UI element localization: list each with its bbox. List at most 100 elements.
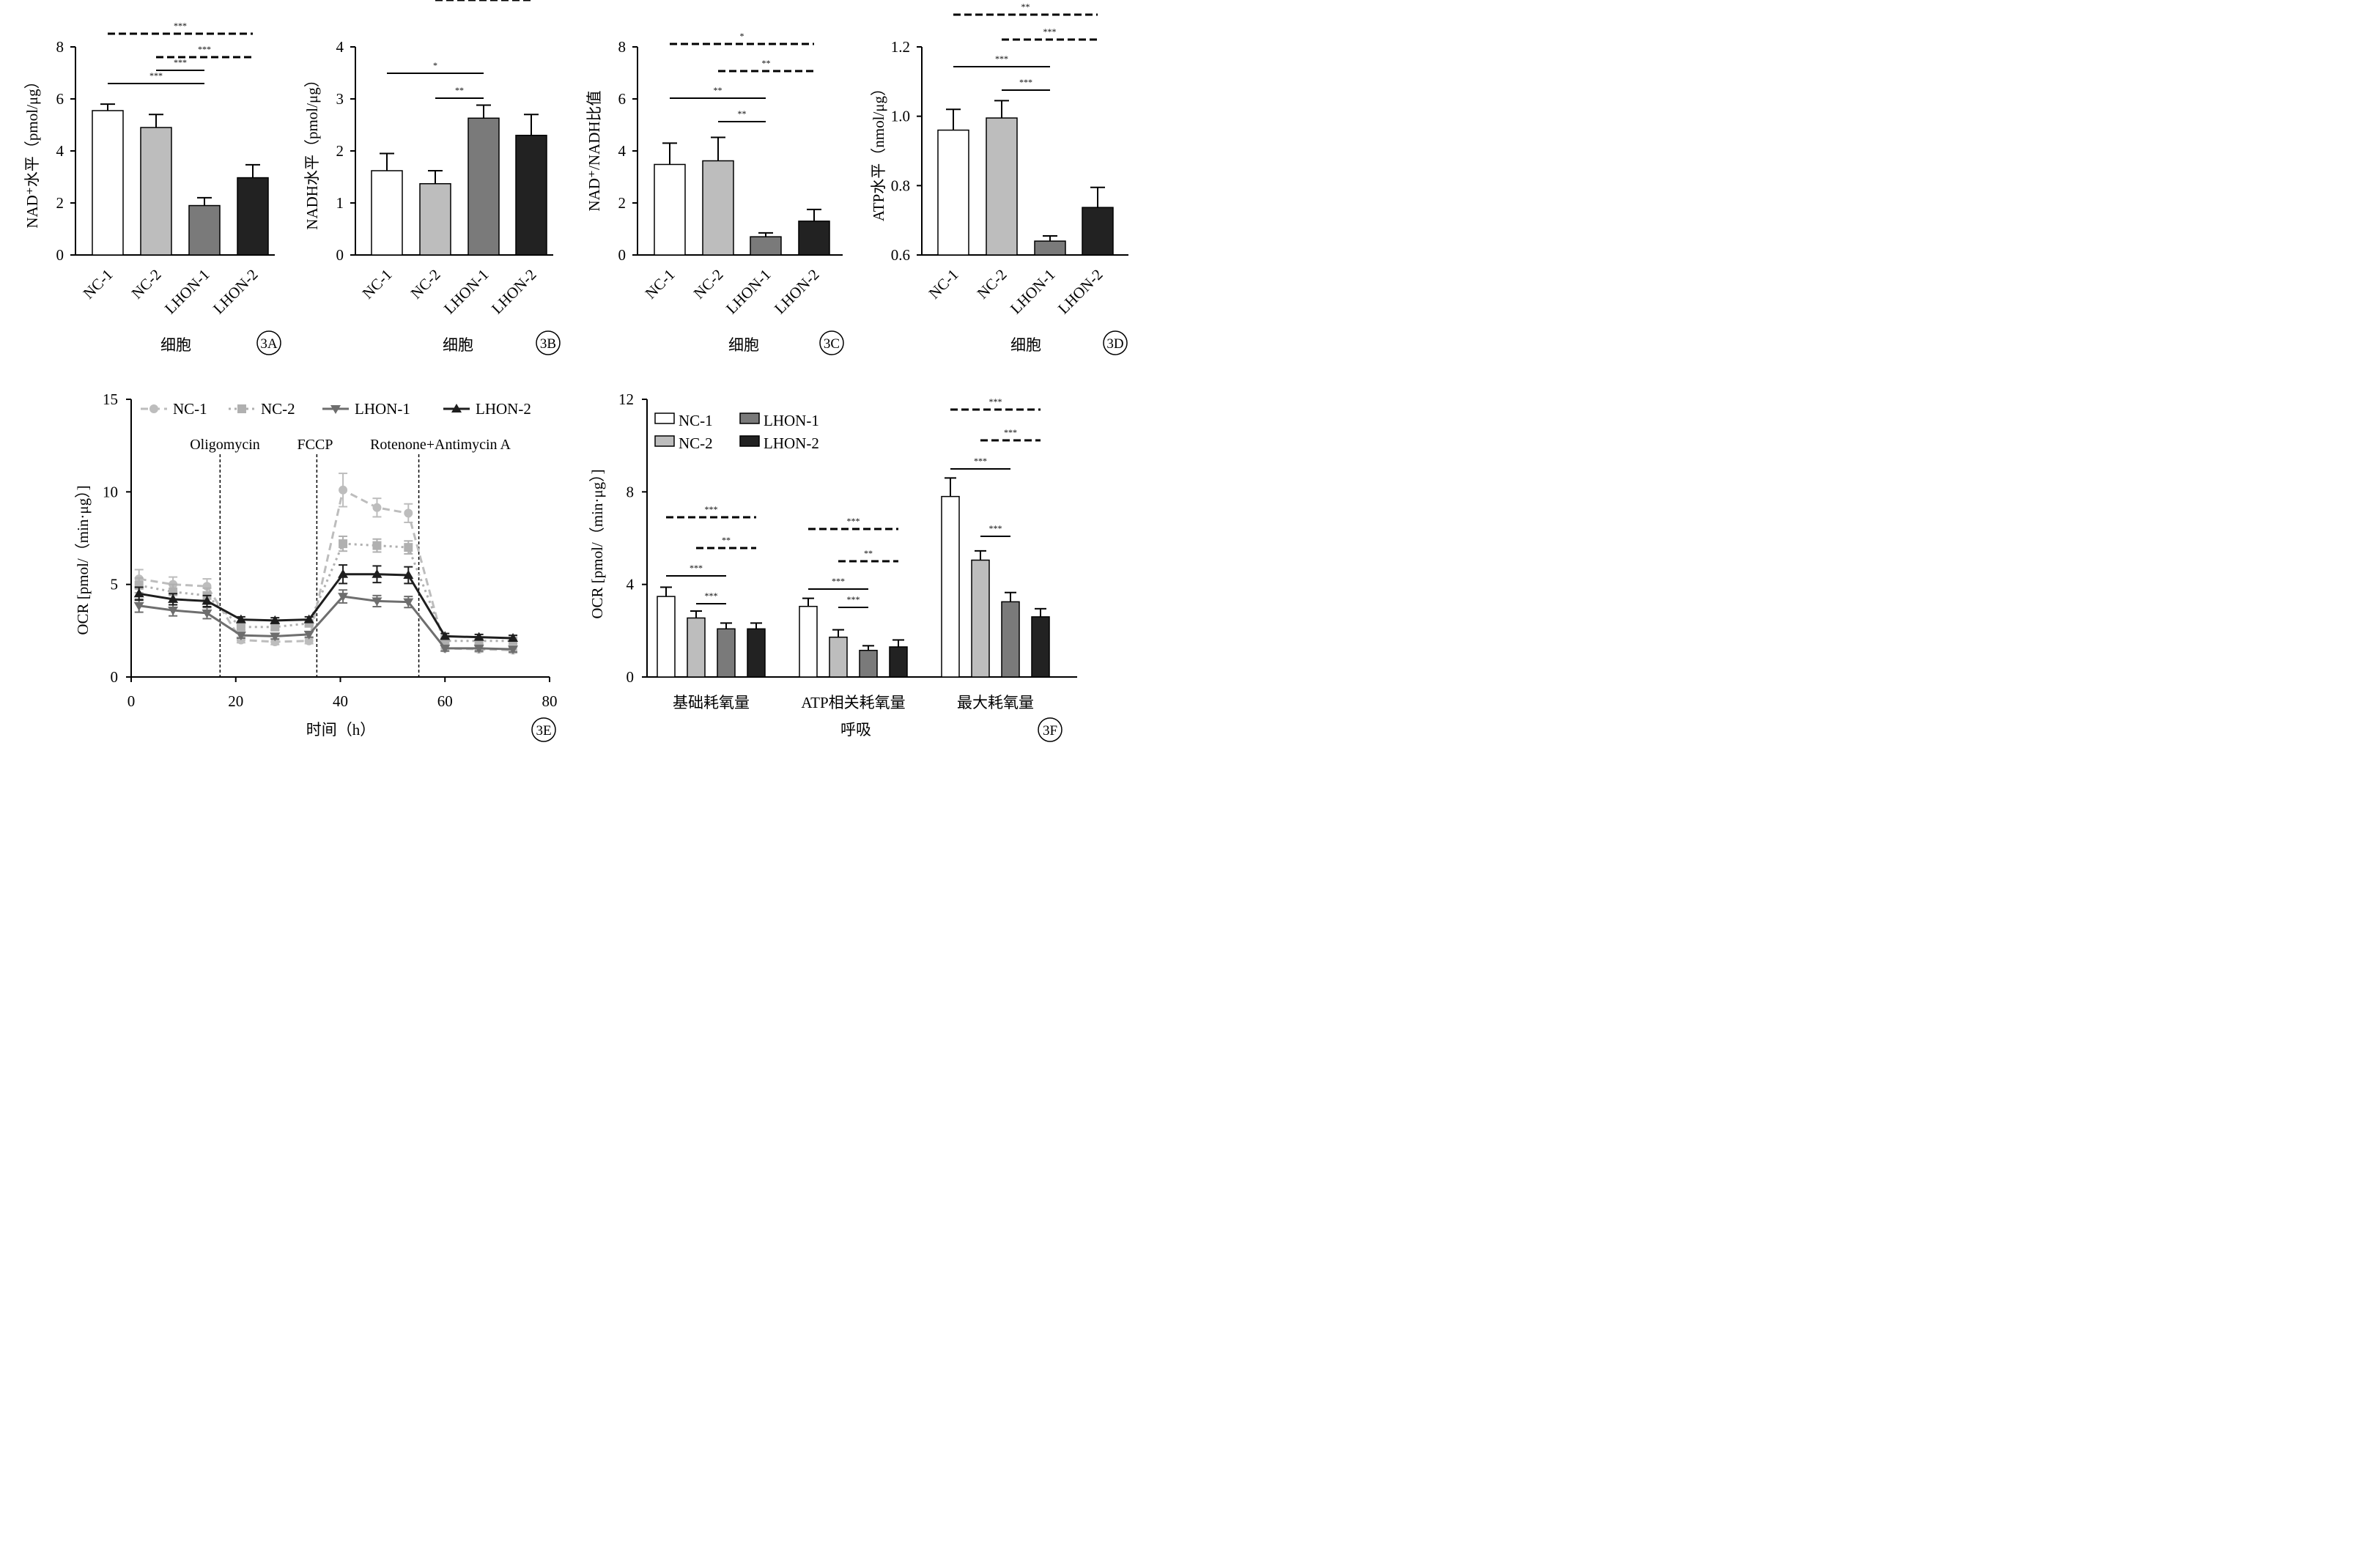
data-point-LHON-2 [270, 615, 281, 624]
bar-LHON-2 [1082, 207, 1114, 256]
significance-bar-stars: *** [149, 70, 163, 81]
data-point-NC-1 [304, 636, 314, 645]
x-tick-label: NC-1 [359, 266, 396, 303]
x-tick-label: NC-2 [690, 266, 727, 303]
x-tick-label: LHON-1 [161, 266, 213, 318]
legend-label: NC-1 [679, 412, 713, 429]
data-point-LHON-1 [133, 602, 144, 611]
y-tick-label: 0 [618, 246, 627, 264]
y-tick-label: 2 [618, 194, 627, 212]
y-tick-label: 0 [111, 668, 119, 686]
injection-label: Rotenone+Antimycin A [370, 437, 511, 453]
y-tick-label: 0.6 [891, 246, 910, 264]
y-tick-label: 8 [56, 38, 64, 56]
bar-NC-2 [419, 182, 451, 256]
bar-NC-1 [941, 495, 960, 678]
data-point-LHON-1 [270, 632, 281, 642]
legend-swatch-LHON-1 [739, 412, 760, 424]
x-tick-label: LHON-1 [722, 266, 775, 318]
data-point-LHON-2 [202, 596, 212, 605]
y-axis-title: OCR [pmol/（min·μg）] [74, 485, 92, 634]
significance-bar-stars: *** [832, 576, 845, 586]
bar-NC-1 [92, 110, 124, 256]
significance-bar-stars: ** [762, 58, 771, 68]
significance-bar-stars: ** [455, 85, 464, 95]
panel-label: 3B [540, 336, 556, 352]
significance-bar-stars: * [740, 31, 744, 41]
panel-label-circle [256, 330, 281, 355]
y-tick-label: 2 [56, 194, 64, 212]
bar-NC-2 [986, 117, 1018, 256]
significance-bar-stars: *** [974, 456, 987, 466]
x-tick-label: 80 [542, 692, 558, 710]
legend-marker-LHON-1 [330, 405, 341, 414]
data-point-LHON-1 [508, 645, 519, 655]
legend-swatch-NC-2 [654, 435, 675, 447]
y-tick-label: 3 [336, 90, 344, 108]
y-tick-label: 1 [336, 194, 344, 212]
bar-LHON-1 [468, 117, 500, 256]
y-tick-label: 4 [56, 142, 64, 160]
x-tick-label: LHON-2 [210, 266, 262, 318]
y-axis-title: NADH水平（pmol/μg） [303, 72, 321, 229]
bar-LHON-1 [859, 649, 878, 678]
y-tick-label: 6 [56, 90, 64, 108]
bar-NC-2 [971, 559, 990, 678]
data-point-LHON-2 [303, 614, 314, 624]
data-point-LHON-1 [235, 632, 246, 641]
x-axis-title: 时间（h） [306, 721, 376, 739]
legend-label: NC-2 [261, 400, 295, 418]
x-tick-label: LHON-1 [1007, 266, 1059, 318]
x-tick-label: LHON-2 [771, 266, 823, 318]
legend-label: NC-2 [679, 434, 713, 452]
x-tick-label: NC-2 [974, 266, 1010, 303]
significance-bar-stars: *** [705, 504, 718, 514]
x-axis-title: 细胞 [728, 336, 759, 354]
data-point-NC-2 [270, 622, 280, 632]
data-point-LHON-2 [440, 631, 451, 640]
legend-label: LHON-2 [476, 400, 531, 418]
data-point-NC-2 [372, 541, 382, 550]
data-point-LHON-2 [133, 588, 144, 598]
data-point-NC-1 [339, 485, 348, 495]
panel-label: 3F [1043, 723, 1057, 739]
significance-bar-stars: *** [1043, 26, 1057, 37]
bar-LHON-1 [750, 236, 782, 256]
legend-label: NC-1 [173, 400, 207, 418]
legend-marker-LHON-2 [451, 404, 462, 412]
bar-NC-2 [702, 160, 734, 256]
data-point-LHON-2 [403, 570, 414, 580]
significance-bar-stars: *** [705, 591, 718, 601]
x-tick-label: 40 [333, 692, 348, 710]
x-tick-label: NC-2 [407, 266, 444, 303]
data-point-LHON-2 [473, 632, 484, 641]
x-tick-label: LHON-2 [488, 266, 540, 318]
series-line-LHON-2 [138, 573, 514, 640]
legend-label: LHON-2 [764, 434, 819, 452]
y-tick-label: 4 [618, 142, 627, 160]
y-tick-label: 0 [627, 668, 635, 686]
panel-label: 3E [536, 723, 551, 739]
y-tick-label: 15 [103, 391, 118, 408]
panel-label-circle [531, 717, 556, 742]
y-tick-label: 0.8 [891, 177, 910, 194]
legend-label: LHON-1 [764, 412, 819, 429]
data-point-LHON-2 [338, 569, 349, 578]
significance-bar-stars: *** [847, 516, 860, 526]
data-point-LHON-2 [168, 593, 179, 603]
bar-NC-2 [687, 617, 706, 678]
significance-bar-stars: *** [989, 396, 1002, 407]
data-point-LHON-1 [202, 609, 212, 618]
y-tick-label: 2 [336, 142, 344, 160]
y-tick-label: 8 [627, 483, 635, 500]
x-axis-title: 细胞 [443, 336, 473, 354]
x-tick-label: NC-1 [642, 266, 679, 303]
y-tick-label: 0 [56, 246, 64, 264]
x-tick-label: LHON-1 [440, 266, 492, 318]
significance-bar-stars: *** [174, 21, 187, 31]
y-tick-label: 5 [111, 576, 119, 593]
legend-label: LHON-1 [355, 400, 410, 418]
y-axis-title: OCR [pmol/（min·μg）] [588, 469, 606, 618]
y-tick-label: 6 [618, 90, 627, 108]
x-tick-label: NC-1 [80, 266, 117, 303]
